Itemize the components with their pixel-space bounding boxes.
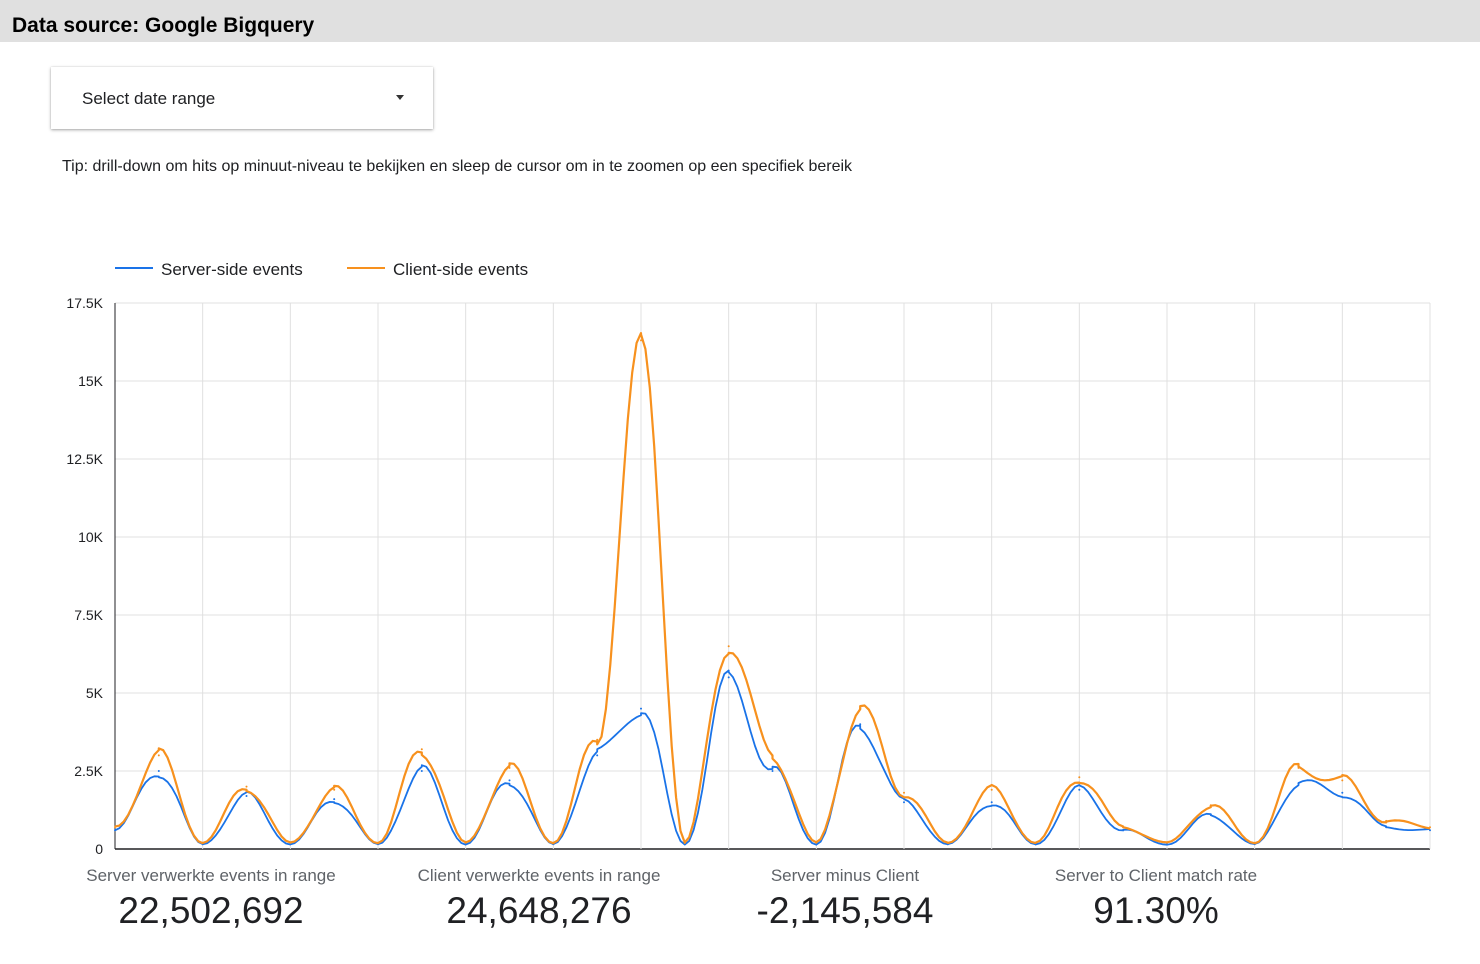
y-tick-label: 17.5K — [66, 295, 103, 311]
data-point-client — [1078, 776, 1081, 779]
data-source-title: Data source: Google Bigquery — [12, 14, 315, 37]
data-point-server — [1341, 791, 1344, 794]
data-point-client — [1034, 841, 1037, 844]
data-point-client — [552, 841, 555, 844]
data-point-client — [1297, 766, 1300, 769]
scorecard-match-rate[interactable]: Server to Client match rate 91.30% — [1006, 866, 1306, 932]
data-point-client — [1209, 804, 1212, 807]
scorecard-server-events[interactable]: Server verwerkte events in range 22,502,… — [61, 866, 361, 932]
data-point-client — [1253, 841, 1256, 844]
series-layer — [114, 332, 1431, 846]
data-point-server — [727, 676, 730, 679]
scorecard-label: Client verwerkte events in range — [417, 866, 661, 885]
legend-label-server: Server-side events — [161, 260, 303, 279]
scorecard-value: 24,648,276 — [446, 890, 632, 931]
data-point-client — [640, 339, 642, 342]
data-source-header: Data source: Google Bigquery — [0, 0, 1480, 42]
y-tick-label: 2.5K — [74, 763, 103, 779]
data-point-client — [990, 788, 993, 791]
y-tick-label: 15K — [78, 373, 104, 389]
date-range-label: Select date range — [82, 89, 216, 108]
data-point-client — [201, 841, 204, 844]
data-point-server — [640, 707, 642, 710]
data-point-client — [1385, 819, 1388, 822]
scorecard-label: Server minus Client — [770, 866, 920, 885]
data-point-server — [1297, 782, 1300, 785]
dropdown-arrow-icon — [396, 95, 404, 100]
legend-label-client: Client-side events — [393, 260, 528, 279]
data-point-client — [771, 754, 774, 757]
chart-legend: Server-side events Client-side events — [115, 260, 528, 279]
data-point-server — [289, 843, 292, 846]
data-point-server — [596, 754, 599, 757]
data-point-client — [464, 841, 467, 844]
data-point-server — [245, 795, 248, 797]
data-point-server — [1385, 826, 1388, 829]
data-point-client — [157, 754, 160, 757]
data-point-client — [815, 841, 818, 844]
data-point-server — [771, 770, 774, 772]
data-point-server — [333, 798, 336, 801]
data-point-server — [114, 829, 116, 832]
data-point-server — [1166, 843, 1168, 846]
data-point-client — [114, 826, 116, 829]
data-point-client — [946, 841, 949, 844]
y-axis: 0 2.5K 5K 7.5K 10K 12.5K 15K 17.5K — [66, 295, 103, 857]
data-point-server — [420, 770, 423, 772]
data-point-client — [1429, 826, 1431, 829]
chart-grid — [114, 302, 1431, 850]
data-point-client — [420, 748, 423, 751]
scorecard-label: Server to Client match rate — [1054, 866, 1258, 885]
data-point-server — [815, 843, 818, 846]
data-point-client — [1122, 826, 1125, 829]
scorecard-value: 22,502,692 — [118, 890, 304, 931]
data-point-server — [1429, 829, 1431, 832]
data-point-client — [727, 645, 730, 648]
data-point-client — [1166, 841, 1168, 844]
data-point-server — [683, 843, 686, 846]
scorecard-client-events[interactable]: Client verwerkte events in range 24,648,… — [389, 866, 689, 932]
data-point-server — [859, 723, 862, 726]
data-point-server — [903, 801, 905, 804]
y-tick-label: 5K — [86, 685, 104, 701]
data-point-server — [464, 843, 467, 846]
data-point-client — [683, 841, 686, 844]
data-point-server — [508, 779, 511, 782]
data-point-client — [903, 791, 905, 794]
y-tick-label: 10K — [78, 529, 104, 545]
data-point-client — [508, 766, 511, 769]
tip-text: Tip: drill-down om hits op minuut-niveau… — [62, 158, 853, 175]
data-point-client — [245, 785, 248, 788]
data-point-client — [289, 841, 292, 844]
date-range-selector[interactable]: Select date range — [51, 67, 433, 129]
data-point-server — [157, 770, 160, 772]
scorecard-value: -2,145,584 — [756, 890, 934, 931]
data-point-server — [1078, 788, 1081, 791]
data-point-client — [859, 707, 862, 710]
data-point-client — [596, 738, 599, 741]
data-point-client — [377, 841, 379, 844]
series-line-client — [114, 332, 1431, 845]
scorecard-label: Server verwerkte events in range — [86, 866, 336, 885]
scorecard-value: 91.30% — [1093, 890, 1219, 931]
y-tick-label: 0 — [95, 841, 103, 857]
data-point-client — [1341, 779, 1344, 782]
data-point-server — [990, 801, 993, 804]
scorecard-server-minus-client[interactable]: Server minus Client -2,145,584 — [695, 866, 995, 932]
y-tick-label: 12.5K — [66, 451, 103, 467]
data-point-server — [1209, 813, 1212, 816]
y-tick-label: 7.5K — [74, 607, 103, 623]
data-point-server — [1122, 829, 1125, 832]
data-point-client — [333, 788, 336, 791]
